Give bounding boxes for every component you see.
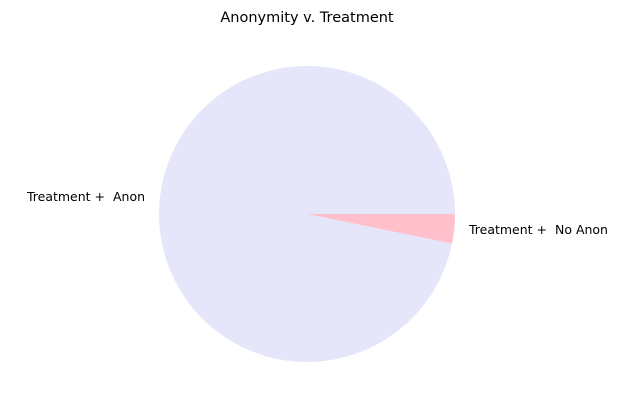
pie-labels: Treatment + Anon Treatment + No Anon xyxy=(26,189,608,237)
pie-slice-label-1: Treatment + Anon xyxy=(26,189,145,204)
pie-slice-2 xyxy=(307,214,455,244)
chart-title: Anonymity v. Treatment xyxy=(220,10,394,26)
pie-slice-1 xyxy=(159,66,456,363)
pie-slice-label-2: Treatment + No Anon xyxy=(468,222,608,237)
pie-slices xyxy=(159,66,456,363)
